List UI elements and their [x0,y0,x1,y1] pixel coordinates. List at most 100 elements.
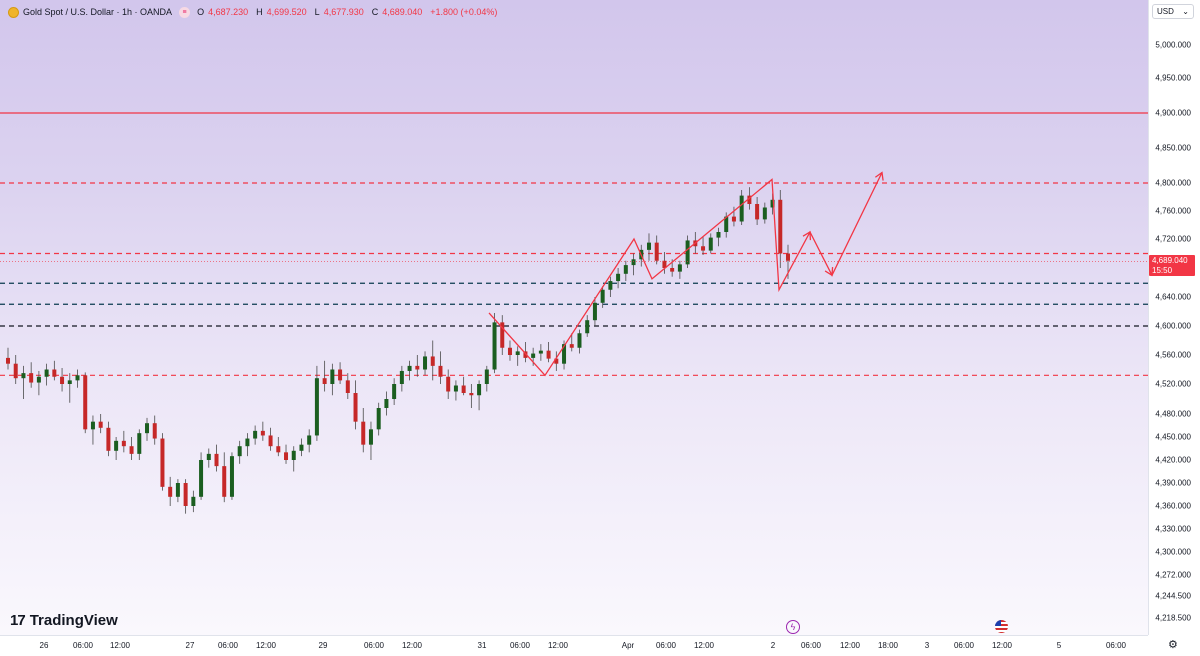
candle-body [206,453,211,460]
projection-path [488,172,883,377]
candle-body [747,195,752,204]
candle-body [515,351,520,355]
price-tick: 4,800.000 [1155,178,1191,188]
candle-body [716,232,721,238]
price-tick: 4,760.000 [1155,206,1191,216]
candle-body [376,408,381,430]
candle-body [731,216,736,222]
price-tick: 5,000.000 [1155,40,1191,50]
price-tick: 4,330.000 [1155,524,1191,534]
candle-body [762,207,767,220]
gear-icon[interactable]: ⚙ [1168,639,1178,651]
candle-body [755,204,760,220]
candle-body [13,363,18,379]
candle-body [276,446,281,453]
price-tick: 4,360.000 [1155,501,1191,511]
time-tick: 2 [770,641,776,650]
price-tick: 4,720.000 [1155,234,1191,244]
symbol-title[interactable]: Gold Spot / U.S. Dollar · 1h · OANDA [23,7,173,17]
price-tick: 4,420.000 [1155,455,1191,465]
candle-body [75,375,80,381]
change-value: +1.800 (+0.04%) [430,7,498,17]
candle-body [701,246,706,251]
time-tick: 29 [318,641,328,650]
price-tick: 4,520.000 [1155,379,1191,389]
low-value: 4,677.930 [323,7,364,17]
candle-body [199,460,204,497]
candle-body [500,322,505,348]
candle-body [546,350,551,359]
candle-body [237,446,242,457]
candle-body [222,466,227,497]
candle-body [662,260,667,268]
candle-body [739,195,744,222]
candle-body [415,365,420,370]
arrow-head-up-1 [802,230,812,241]
candle-body [469,393,474,396]
candle-body [631,259,636,266]
time-tick: 06:00 [217,641,239,650]
price-tick: 4,950.000 [1155,73,1191,83]
us-flag-icon[interactable] [995,620,1008,633]
close-label: C [371,7,379,17]
candle-body [446,376,451,392]
candle-body [152,423,157,439]
candle-body [175,483,180,497]
candle-body [268,435,273,447]
candle-body [260,430,265,436]
candle-body [484,369,489,384]
candle-body [36,376,41,383]
candle-body [600,289,605,303]
arrow-head-down [824,267,834,277]
candle-body [438,365,443,377]
lightning-icon[interactable]: ϟ [786,620,800,634]
time-tick: 06:00 [363,641,385,650]
spacer [832,274,845,275]
candle-body [585,320,590,334]
candle-body [67,380,72,384]
candle-body [577,333,582,348]
menu-icon[interactable]: ≡ [179,6,191,18]
candle-body [83,375,88,430]
time-tick: 12:00 [401,641,423,650]
time-tick: 06:00 [1105,641,1127,650]
candle-body [291,450,296,460]
candle-body [253,430,258,439]
candle-body [137,433,142,454]
price-chart[interactable] [0,0,1148,635]
candle-body [98,421,103,428]
candle-body [322,378,327,384]
price-tick: 4,640.000 [1155,292,1191,302]
candle-body [786,253,790,261]
last-price-label: 4,689.040 15:50 [1149,255,1195,276]
gold-coin-icon [8,6,19,18]
time-tick: 31 [477,641,487,650]
candle-body [461,385,466,393]
candle-body [129,446,134,454]
candle-body [492,322,497,370]
last-price-value: 4,689.040 [1152,256,1188,265]
currency-select[interactable]: USD ⌄ [1152,4,1194,19]
time-tick: Apr [621,641,635,650]
chevron-down-icon: ⌄ [1182,7,1189,16]
chart-area[interactable] [0,0,1148,635]
candle-body [538,350,543,354]
open-label: O [197,7,205,17]
candle-body [145,423,150,434]
candle-body [407,365,412,371]
price-tick: 4,218.500 [1155,613,1191,623]
candle-body [685,240,690,265]
price-tick: 4,272.000 [1155,570,1191,580]
price-axis[interactable]: 4,218.500 4,244.500 4,272.000 4,300.000 4,33… [1148,0,1200,635]
tradingview-logo[interactable]: 17 TradingView [10,612,118,629]
candle-body [778,199,783,254]
time-tick: 18:00 [877,641,899,650]
candle-body [592,302,597,321]
candle-body [670,268,675,272]
candle-body [284,452,289,460]
time-axis[interactable]: 26 06:00 12:00 27 06:00 12:00 29 06:00 12:00 31 06… [0,635,1148,656]
time-tick: 26 [39,641,49,650]
high-label: H [256,7,263,17]
time-tick: 12:00 [693,641,715,650]
candle-body [299,444,304,451]
